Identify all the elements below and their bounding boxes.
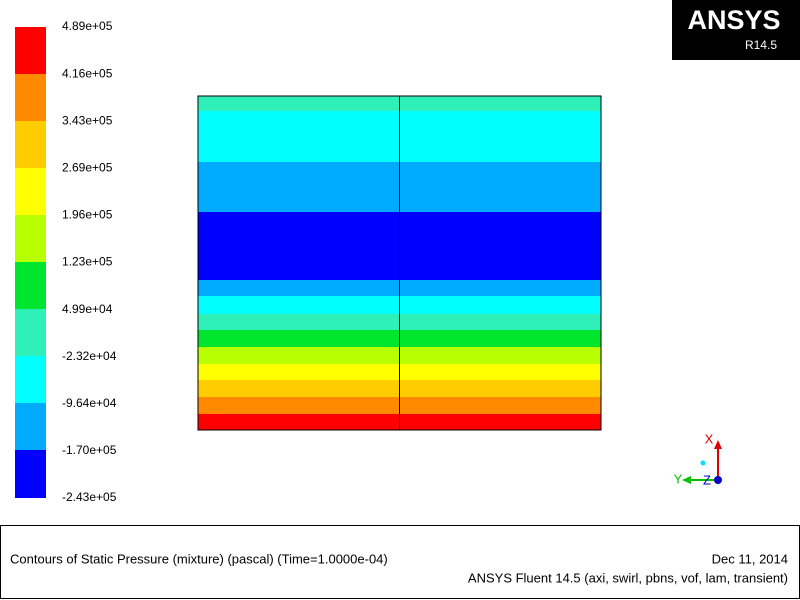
colorbar-band xyxy=(15,168,46,216)
colorbar-labels: 4.89e+05 4.16e+05 3.43e+05 2.69e+05 1.96e+05… xyxy=(62,19,117,504)
colorbar-band xyxy=(15,309,46,357)
arrow-head xyxy=(714,440,722,449)
y-axis-label: Y xyxy=(674,471,683,486)
triad-dot xyxy=(700,460,706,466)
colorbar xyxy=(15,27,46,498)
z-axis-dot xyxy=(714,476,722,484)
footer-box xyxy=(0,525,800,599)
logo-release: R14.5 xyxy=(745,38,777,52)
colorbar-label: -2.43e+05 xyxy=(62,490,117,504)
colorbar-label: 4.89e+05 xyxy=(62,19,113,33)
colorbar-label: -2.32e+04 xyxy=(62,349,117,363)
colorbar-label: 4.99e+04 xyxy=(62,302,113,316)
axis-triad: X Y Z xyxy=(674,431,722,487)
x-axis-label: X xyxy=(705,431,714,446)
arrow-head xyxy=(682,476,691,484)
colorbar-band xyxy=(15,215,46,263)
colorbar-band xyxy=(15,356,46,404)
colorbar-label: -9.64e+04 xyxy=(62,396,117,410)
colorbar-band xyxy=(15,450,46,498)
colorbar-band xyxy=(15,121,46,169)
colorbar-label: 3.43e+05 xyxy=(62,113,113,127)
colorbar-label: -1.70e+05 xyxy=(62,443,117,457)
logo-box xyxy=(672,0,800,60)
colorbar-label: 4.16e+05 xyxy=(62,66,113,80)
logo-text: ANSYS xyxy=(687,5,780,35)
z-axis-label: Z xyxy=(703,472,711,487)
colorbar-band xyxy=(15,27,46,75)
footer: Contours of Static Pressure (mixture) (p… xyxy=(0,525,800,599)
logo: ANSYS R14.5 xyxy=(672,0,800,60)
contour-domain xyxy=(197,95,602,431)
colorbar-band xyxy=(15,403,46,451)
plot-description: Contours of Static Pressure (mixture) (p… xyxy=(10,551,388,566)
plot-date: Dec 11, 2014 xyxy=(712,551,788,566)
colorbar-label: 2.69e+05 xyxy=(62,160,113,174)
colorbar-label: 1.23e+05 xyxy=(62,255,113,269)
solver-info: ANSYS Fluent 14.5 (axi, swirl, pbns, vof… xyxy=(468,570,788,585)
colorbar-band xyxy=(15,74,46,122)
colorbar-band xyxy=(15,262,46,310)
colorbar-label: 1.96e+05 xyxy=(62,208,113,222)
